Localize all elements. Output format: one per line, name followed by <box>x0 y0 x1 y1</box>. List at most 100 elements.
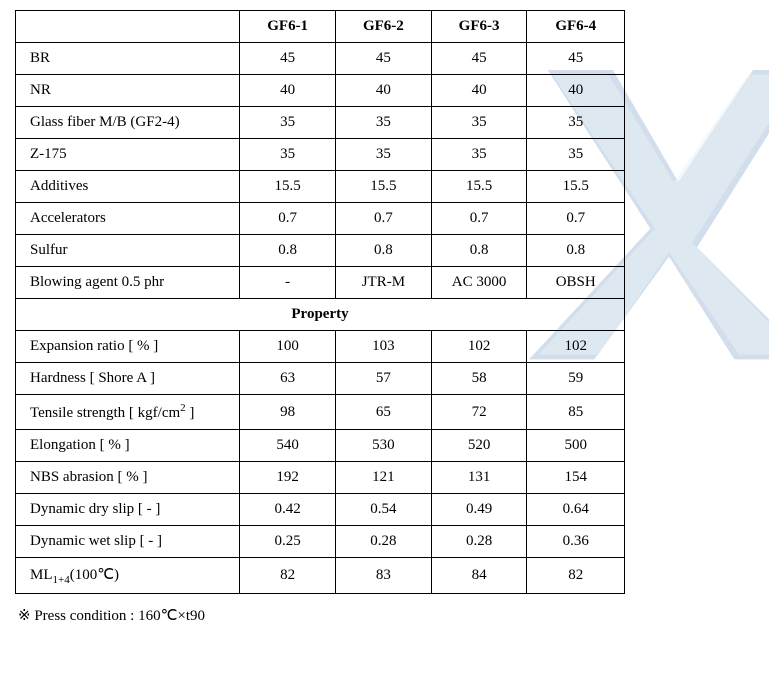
cell: 40 <box>240 75 336 107</box>
header-c1: GF6-1 <box>240 11 336 43</box>
cell: 102 <box>431 331 527 363</box>
row-label: Hardness [ Shore A ] <box>16 363 240 395</box>
cell: 0.25 <box>240 526 336 558</box>
cell: AC 3000 <box>431 267 527 299</box>
cell: 0.8 <box>527 235 625 267</box>
row-label: Elongation [ % ] <box>16 430 240 462</box>
row-label: Additives <box>16 171 240 203</box>
cell: 131 <box>431 462 527 494</box>
header-c4: GF6-4 <box>527 11 625 43</box>
table-row: Additives15.515.515.515.5 <box>16 171 625 203</box>
table-row: Sulfur0.80.80.80.8 <box>16 235 625 267</box>
cell: 0.36 <box>527 526 625 558</box>
header-empty <box>16 11 240 43</box>
cell: 83 <box>336 558 432 594</box>
cell: 45 <box>240 43 336 75</box>
cell: 35 <box>527 107 625 139</box>
cell: 100 <box>240 331 336 363</box>
table-row: Accelerators0.70.70.70.7 <box>16 203 625 235</box>
cell: 63 <box>240 363 336 395</box>
cell: 15.5 <box>527 171 625 203</box>
cell: 0.8 <box>240 235 336 267</box>
cell: 35 <box>336 107 432 139</box>
cell: 72 <box>431 395 527 430</box>
header-c2: GF6-2 <box>336 11 432 43</box>
cell: 0.49 <box>431 494 527 526</box>
table-row: Glass fiber M/B (GF2-4)35353535 <box>16 107 625 139</box>
cell: 0.54 <box>336 494 432 526</box>
row-label: Blowing agent 0.5 phr <box>16 267 240 299</box>
cell: 0.8 <box>336 235 432 267</box>
cell: 0.7 <box>336 203 432 235</box>
cell: 45 <box>431 43 527 75</box>
table-row: Dynamic dry slip [ - ]0.420.540.490.64 <box>16 494 625 526</box>
cell: 40 <box>527 75 625 107</box>
row-label: Z-175 <box>16 139 240 171</box>
row-label: ML1+4(100℃) <box>16 558 240 594</box>
cell: OBSH <box>527 267 625 299</box>
cell: - <box>240 267 336 299</box>
row-label: Dynamic wet slip [ - ] <box>16 526 240 558</box>
table-row: Dynamic wet slip [ - ]0.250.280.280.36 <box>16 526 625 558</box>
table-row: Tensile strength [ kgf/cm2 ]98657285 <box>16 395 625 430</box>
cell: 15.5 <box>336 171 432 203</box>
row-label: BR <box>16 43 240 75</box>
row-label: Glass fiber M/B (GF2-4) <box>16 107 240 139</box>
cell: 58 <box>431 363 527 395</box>
table-row: NBS abrasion [ % ]192121131154 <box>16 462 625 494</box>
row-label: NR <box>16 75 240 107</box>
cell: 98 <box>240 395 336 430</box>
cell: 121 <box>336 462 432 494</box>
cell: 40 <box>431 75 527 107</box>
cell: 65 <box>336 395 432 430</box>
cell: 192 <box>240 462 336 494</box>
cell: 520 <box>431 430 527 462</box>
cell: 0.28 <box>431 526 527 558</box>
row-label: Accelerators <box>16 203 240 235</box>
row-label: Expansion ratio [ % ] <box>16 331 240 363</box>
cell: 35 <box>431 107 527 139</box>
table-row: Expansion ratio [ % ]100103102102 <box>16 331 625 363</box>
cell: 85 <box>527 395 625 430</box>
cell: 35 <box>240 139 336 171</box>
cell: 0.7 <box>431 203 527 235</box>
cell: 35 <box>336 139 432 171</box>
row-label: Tensile strength [ kgf/cm2 ] <box>16 395 240 430</box>
cell: 0.28 <box>336 526 432 558</box>
cell: 15.5 <box>240 171 336 203</box>
cell: 540 <box>240 430 336 462</box>
row-label: NBS abrasion [ % ] <box>16 462 240 494</box>
row-label: Sulfur <box>16 235 240 267</box>
cell: 45 <box>527 43 625 75</box>
cell: 84 <box>431 558 527 594</box>
cell: 154 <box>527 462 625 494</box>
cell: 530 <box>336 430 432 462</box>
cell: 0.8 <box>431 235 527 267</box>
cell: JTR-M <box>336 267 432 299</box>
table-row: Blowing agent 0.5 phr-JTR-MAC 3000OBSH <box>16 267 625 299</box>
cell: 0.42 <box>240 494 336 526</box>
data-table: GF6-1 GF6-2 GF6-3 GF6-4 BR45454545 NR404… <box>15 10 625 594</box>
cell: 102 <box>527 331 625 363</box>
cell: 35 <box>527 139 625 171</box>
row-label: Dynamic dry slip [ - ] <box>16 494 240 526</box>
cell: 0.7 <box>527 203 625 235</box>
cell: 59 <box>527 363 625 395</box>
cell: 0.64 <box>527 494 625 526</box>
table-row: Elongation [ % ]540530520500 <box>16 430 625 462</box>
cell: 500 <box>527 430 625 462</box>
table-row: NR40404040 <box>16 75 625 107</box>
property-header-row: Property <box>16 299 625 331</box>
cell: 15.5 <box>431 171 527 203</box>
table-row: Hardness [ Shore A ]63575859 <box>16 363 625 395</box>
cell: 35 <box>431 139 527 171</box>
table-row: Z-17535353535 <box>16 139 625 171</box>
cell: 82 <box>527 558 625 594</box>
cell: 82 <box>240 558 336 594</box>
cell: 35 <box>240 107 336 139</box>
cell: 0.7 <box>240 203 336 235</box>
cell: 40 <box>336 75 432 107</box>
press-condition-footnote: ※ Press condition : 160℃×t90 <box>18 606 759 625</box>
header-row: GF6-1 GF6-2 GF6-3 GF6-4 <box>16 11 625 43</box>
property-label: Property <box>16 299 625 331</box>
